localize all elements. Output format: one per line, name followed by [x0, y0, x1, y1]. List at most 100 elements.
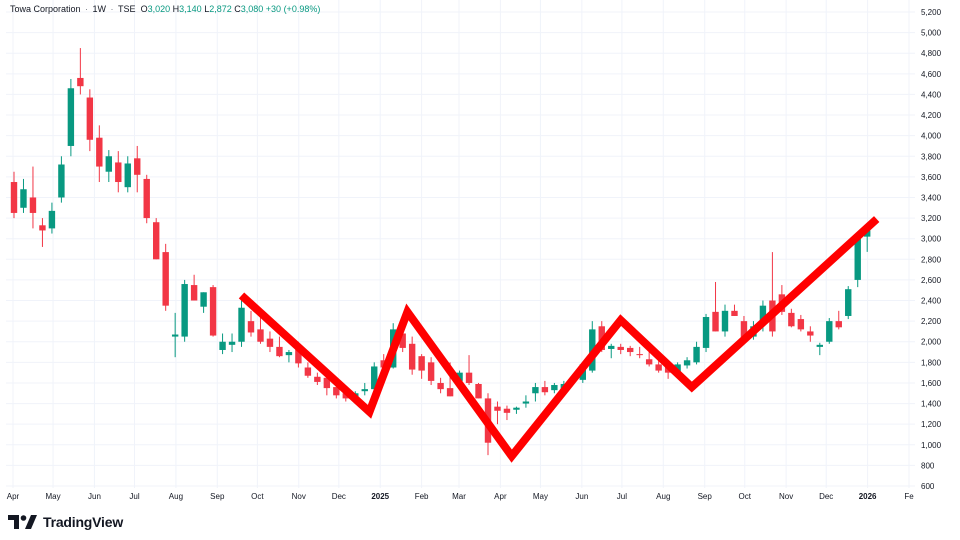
- price-tick-label: 2,400: [921, 297, 942, 306]
- candle-body: [77, 77, 84, 87]
- candle-body: [143, 178, 150, 219]
- candle: [181, 279, 188, 342]
- tradingview-logo-text: TradingView: [43, 514, 124, 530]
- candle-body: [437, 382, 444, 390]
- candle-body: [740, 321, 748, 339]
- candle-body: [276, 346, 283, 357]
- chart-grid: [6, 0, 915, 488]
- candle: [702, 313, 710, 353]
- candle-body: [361, 389, 368, 392]
- candle-body: [371, 366, 378, 390]
- candle: [551, 382, 558, 394]
- candle-body: [636, 354, 643, 356]
- candle-body: [219, 341, 226, 350]
- time-axis[interactable]: Apr May Jun Jul Aug Sep Oct Nov Dec 2025 Feb Mar Apr…: [7, 492, 914, 501]
- candle-body: [266, 338, 274, 347]
- candle: [797, 314, 805, 332]
- candle-body: [105, 156, 112, 172]
- candle: [105, 150, 112, 183]
- price-tick-label: 1,400: [921, 400, 942, 409]
- candle: [200, 292, 207, 313]
- candle-body: [721, 310, 729, 332]
- price-tick-label: 4,000: [921, 132, 942, 141]
- candle: [437, 377, 444, 394]
- candle: [276, 336, 283, 358]
- candle: [503, 405, 511, 421]
- open-value: 3,020: [147, 4, 171, 14]
- candle-body: [304, 367, 312, 376]
- candle-body: [807, 331, 814, 336]
- candlestick-series: [10, 48, 871, 456]
- candle: [408, 336, 416, 375]
- time-tick-label: Jul: [617, 492, 627, 501]
- candle-body: [86, 97, 94, 140]
- candle-body: [10, 182, 18, 213]
- candle-body: [238, 307, 245, 342]
- candle-body: [797, 319, 805, 330]
- price-tick-label: 3,600: [921, 173, 942, 182]
- price-tick-label: 2,800: [921, 255, 942, 264]
- candle-body: [541, 387, 549, 393]
- candle: [77, 48, 84, 95]
- exchange-label: TSE: [118, 4, 136, 14]
- candle: [475, 382, 482, 399]
- time-tick-label: Jun: [88, 492, 101, 501]
- candle: [86, 89, 94, 152]
- candle: [816, 342, 823, 356]
- candle-body: [608, 345, 615, 349]
- candle-body: [465, 372, 473, 383]
- time-tick-label: Nov: [779, 492, 793, 501]
- candle-body: [513, 407, 520, 410]
- candle: [854, 233, 861, 288]
- candle: [247, 310, 255, 337]
- price-tick-label: 5,000: [921, 29, 942, 38]
- close-value: 3,080: [240, 4, 264, 14]
- candle-body: [693, 346, 700, 363]
- candle: [627, 345, 634, 357]
- candle: [29, 166, 37, 229]
- time-tick-label: May: [533, 492, 548, 501]
- interval-label[interactable]: 1W: [92, 4, 107, 14]
- price-tick-label: 2,000: [921, 338, 942, 347]
- time-tick-label: Jul: [129, 492, 139, 501]
- time-tick-label: Oct: [251, 492, 264, 501]
- candle-body: [475, 383, 482, 399]
- tradingview-logo[interactable]: TradingView: [8, 513, 123, 531]
- candle-body: [134, 158, 141, 175]
- time-tick-label: Oct: [739, 492, 752, 501]
- candle: [115, 151, 122, 193]
- candle-body: [257, 329, 264, 342]
- candle-body: [845, 289, 852, 316]
- candle-body: [29, 197, 37, 213]
- change-value: +30 (+0.98%): [265, 4, 321, 14]
- price-axis[interactable]: 600 800 1,000 1,200 1,400 1,600 1,800 2,000 2,20…: [921, 8, 942, 491]
- candle-body: [522, 401, 530, 404]
- candle-body: [181, 284, 188, 337]
- candle: [427, 357, 435, 386]
- price-tick-label: 5,200: [921, 8, 942, 17]
- time-tick-label: Jun: [575, 492, 588, 501]
- price-tick-label: 2,200: [921, 317, 942, 326]
- candle: [361, 382, 368, 396]
- candle-body: [551, 385, 558, 391]
- time-tick-label: Apr: [7, 492, 20, 501]
- time-tick-label: 2025: [371, 492, 389, 501]
- symbol-name[interactable]: Towa Corporation: [10, 4, 81, 14]
- candle: [807, 326, 814, 342]
- candle: [219, 333, 226, 355]
- candle: [143, 174, 150, 224]
- candle-body: [48, 210, 56, 229]
- close-label: C: [234, 4, 241, 14]
- candle: [845, 286, 852, 320]
- candle: [58, 156, 65, 203]
- price-tick-label: 4,800: [921, 49, 942, 58]
- candle: [266, 331, 274, 353]
- time-tick-label: Apr: [494, 492, 507, 501]
- drawn-trend-line[interactable]: [238, 216, 880, 463]
- candle-body: [835, 321, 842, 328]
- price-tick-label: 4,400: [921, 90, 942, 99]
- zigzag-line[interactable]: [238, 216, 880, 463]
- candle-body: [788, 312, 795, 327]
- candle-body: [314, 376, 321, 382]
